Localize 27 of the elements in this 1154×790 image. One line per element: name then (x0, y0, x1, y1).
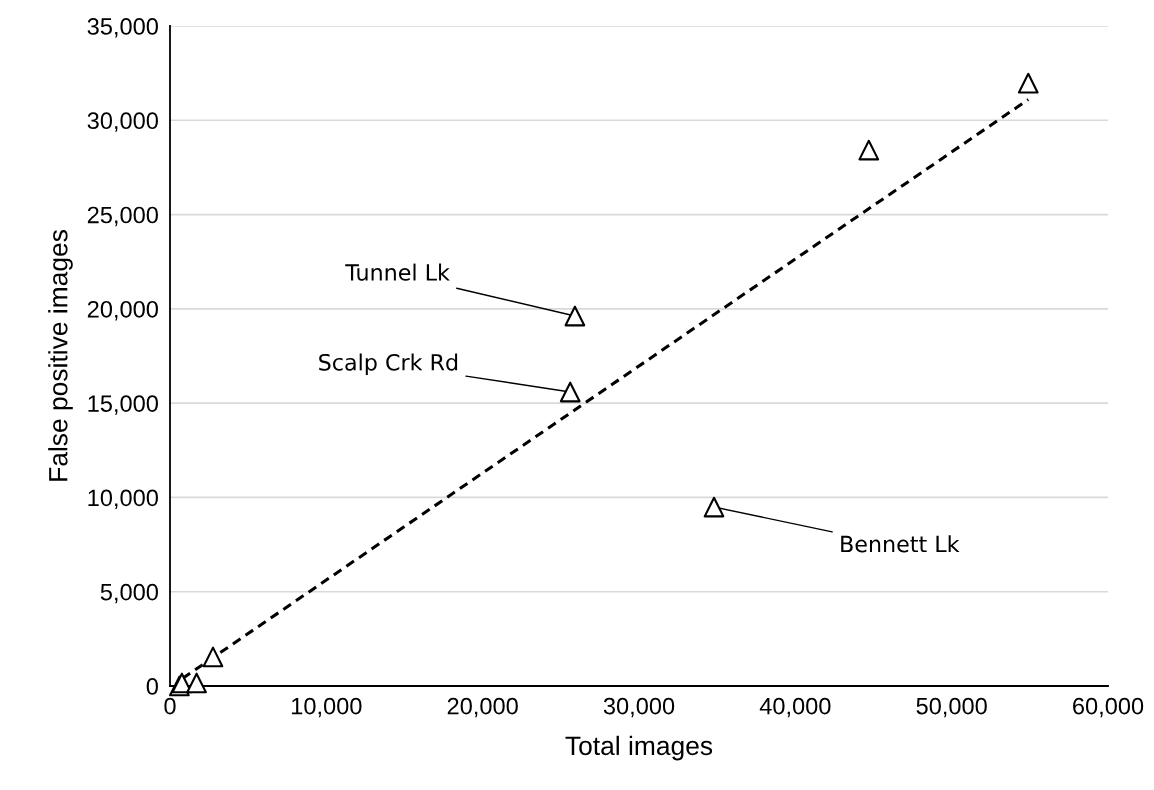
x-tick-label: 40,000 (759, 697, 831, 718)
x-tick-label: 30,000 (603, 697, 675, 718)
y-tick-label: 20,000 (87, 300, 158, 321)
point (564, 305, 586, 327)
y-tick-label: 35,000 (87, 18, 158, 38)
point (1017, 72, 1039, 94)
y-tick-label: 25,000 (87, 206, 158, 227)
point (858, 139, 880, 161)
point (186, 672, 207, 694)
y-tick-label: 10,000 (88, 489, 158, 510)
x-tick-label: 0 (164, 697, 176, 715)
point (202, 646, 224, 668)
x-tick-label: 20,000 (447, 697, 518, 718)
y-tick-label: 30,000 (87, 112, 158, 132)
y-axis-title: False positive images (48, 230, 73, 481)
annotation: Bennett Lk (841, 535, 960, 553)
x-tick-label: 50,000 (916, 697, 987, 718)
x-axis-title: Total images (565, 735, 713, 761)
y-tick-label: 5,000 (100, 583, 158, 604)
x-tick-label: 60,000 (1073, 697, 1144, 718)
y-tick-label: 0 (146, 678, 158, 695)
point (703, 496, 725, 518)
x-tick-label: 10,000 (292, 697, 362, 718)
annotation: Tunnel Lk (345, 263, 450, 281)
point (559, 381, 581, 403)
y-tick-label: 15,000 (88, 395, 158, 415)
annotation: Scalp Crk Rd (319, 353, 458, 375)
